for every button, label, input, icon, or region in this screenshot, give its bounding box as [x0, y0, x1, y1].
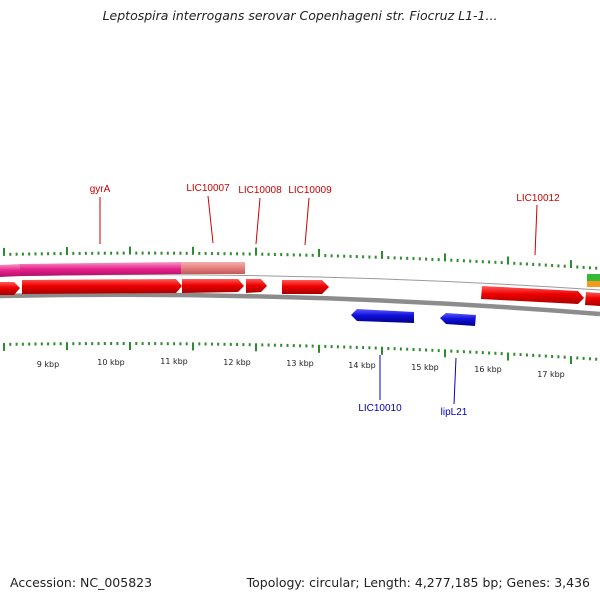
scale-label-12kbp: 12 kbp	[223, 358, 251, 367]
lower-tick-row	[3, 342, 598, 365]
gene-LIC10008[interactable]	[246, 279, 267, 293]
scale-label-13kbp: 13 kbp	[286, 359, 314, 368]
label-LIC10007[interactable]: LIC10007	[186, 183, 230, 194]
gene-LIC10010[interactable]	[351, 309, 414, 323]
label-LIC10008[interactable]: LIC10008	[238, 185, 282, 196]
scale-label-16kbp: 16 kbp	[474, 365, 502, 374]
gene-left-arrow[interactable]	[0, 282, 20, 295]
scale-label-15kbp: 15 kbp	[411, 363, 439, 372]
pseudo-gene-band[interactable]	[181, 262, 245, 274]
gene-left-band[interactable]	[0, 264, 20, 277]
gene-lipL21[interactable]	[440, 313, 476, 326]
label-LIC10010[interactable]: LIC10010	[358, 403, 402, 414]
gene-gyrA[interactable]	[22, 279, 182, 294]
genome-summary-text: Topology: circular; Length: 4,277,185 bp…	[246, 575, 590, 590]
scale-label-17kbp: 17 kbp	[537, 370, 565, 379]
scale-label-9kbp: 9 kbp	[37, 360, 59, 369]
forward-leaders	[99, 195, 538, 256]
accession-text: Accession: NC_005823	[10, 575, 153, 590]
feature-green[interactable]	[587, 274, 600, 281]
reverse-leaders	[379, 355, 457, 405]
label-LIC10009[interactable]: LIC10009	[288, 185, 332, 196]
gene-LIC10012[interactable]	[481, 286, 584, 304]
label-lipL21[interactable]: lipL21	[441, 407, 468, 418]
gene-LIC10007[interactable]	[182, 279, 244, 293]
chromosome-backbone	[0, 292, 600, 317]
scale-label-14kbp: 14 kbp	[348, 361, 376, 370]
feature-orange[interactable]	[587, 281, 600, 287]
label-LIC10012[interactable]: LIC10012	[516, 193, 560, 204]
upper-tick-row	[3, 246, 598, 270]
gene-right-edge[interactable]	[585, 292, 600, 306]
genome-title: Leptospira interrogans serovar Copenhage…	[102, 8, 498, 23]
scale-label-10kbp: 10 kbp	[97, 358, 125, 367]
scale-label-11kbp: 11 kbp	[160, 357, 188, 366]
gene-LIC10009[interactable]	[282, 280, 329, 294]
label-gyrA[interactable]: gyrA	[90, 184, 111, 195]
gene-gyrA-band[interactable]	[20, 262, 181, 276]
